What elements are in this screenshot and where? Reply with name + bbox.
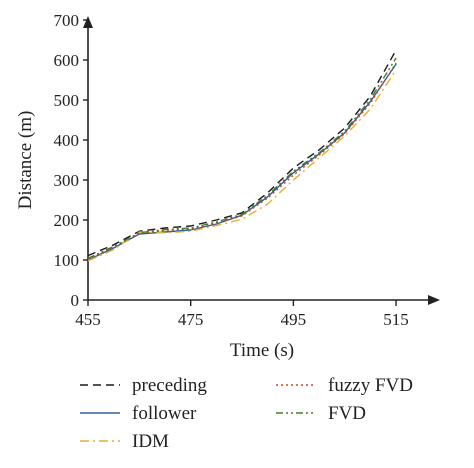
y-tick-label: 200	[54, 211, 80, 230]
legend-label: follower	[132, 403, 197, 424]
x-tick-label: 495	[281, 310, 307, 329]
legend-label: FVD	[328, 403, 366, 424]
x-axis-label: Time (s)	[230, 340, 294, 361]
series-line-follower	[87, 63, 397, 261]
x-tick-label: 455	[75, 310, 101, 329]
axes	[83, 16, 440, 305]
x-tick-label: 515	[383, 310, 409, 329]
y-tick-label: 500	[54, 91, 80, 110]
y-tick-label: 600	[54, 51, 80, 70]
series-line-fuzzy-fvd	[87, 62, 397, 260]
y-axis-label: Distance (m)	[15, 111, 36, 210]
y-tick-label: 100	[54, 251, 80, 270]
y-tick-label: 300	[54, 171, 80, 190]
y-axis-arrow-icon	[83, 16, 93, 28]
series-group	[87, 49, 397, 262]
series-line-preceding	[87, 49, 397, 257]
legend-label: IDM	[132, 431, 169, 452]
ticks: 455 475 495 515 0 100 200 300 400 500 600 700	[54, 11, 409, 329]
legend-label: fuzzy FVD	[328, 375, 413, 396]
y-tick-label: 0	[71, 291, 80, 310]
series-line-idm	[87, 69, 397, 262]
y-tick-label: 400	[54, 131, 80, 150]
legend-label: preceding	[132, 375, 207, 396]
y-tick-label: 700	[54, 11, 80, 30]
series-line-fvd	[87, 57, 397, 260]
x-axis-arrow-icon	[428, 295, 440, 305]
x-tick-label: 475	[178, 310, 204, 329]
legend: preceding follower IDM fuzzy FVD FVD	[80, 375, 413, 452]
